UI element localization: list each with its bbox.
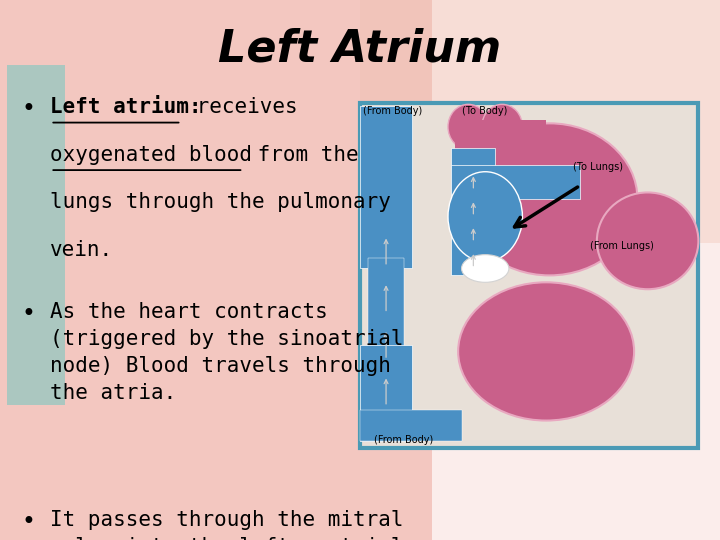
Text: receives: receives: [184, 97, 297, 117]
Ellipse shape: [448, 104, 489, 149]
Text: (To Body): (To Body): [462, 106, 507, 117]
Bar: [360, 106, 413, 268]
Ellipse shape: [448, 172, 523, 261]
Bar: [369, 258, 404, 352]
Text: (From Body): (From Body): [374, 435, 433, 445]
Text: As the heart contracts
(triggered by the sinoatrial
node) Blood travels through
: As the heart contracts (triggered by the…: [50, 302, 404, 403]
Text: oxygenated blood: oxygenated blood: [50, 145, 253, 165]
Text: vein.: vein.: [50, 240, 114, 260]
Text: from the: from the: [245, 145, 359, 165]
Bar: [360, 345, 413, 441]
Text: Left Atrium: Left Atrium: [218, 27, 502, 70]
Bar: [455, 120, 546, 151]
Polygon shape: [7, 65, 65, 405]
Bar: [360, 410, 462, 441]
Text: (To Lungs): (To Lungs): [573, 161, 624, 172]
Text: lungs through the pulmonary: lungs through the pulmonary: [50, 192, 391, 212]
Bar: [451, 165, 580, 199]
Text: (From Body): (From Body): [364, 106, 423, 117]
Bar: [360, 103, 698, 448]
Text: (From Lungs): (From Lungs): [590, 241, 654, 251]
Text: It passes through the mitral
valve into the left ventricle.: It passes through the mitral valve into …: [50, 510, 429, 540]
Text: •: •: [22, 510, 35, 534]
Polygon shape: [0, 0, 432, 540]
Ellipse shape: [462, 255, 509, 282]
Text: •: •: [22, 97, 35, 121]
Polygon shape: [360, 0, 720, 243]
Bar: [451, 147, 495, 275]
Text: •: •: [22, 302, 35, 326]
Ellipse shape: [458, 282, 634, 421]
Text: Left atrium:: Left atrium:: [50, 97, 202, 117]
Ellipse shape: [482, 104, 523, 149]
Ellipse shape: [597, 192, 698, 289]
Ellipse shape: [462, 123, 637, 275]
